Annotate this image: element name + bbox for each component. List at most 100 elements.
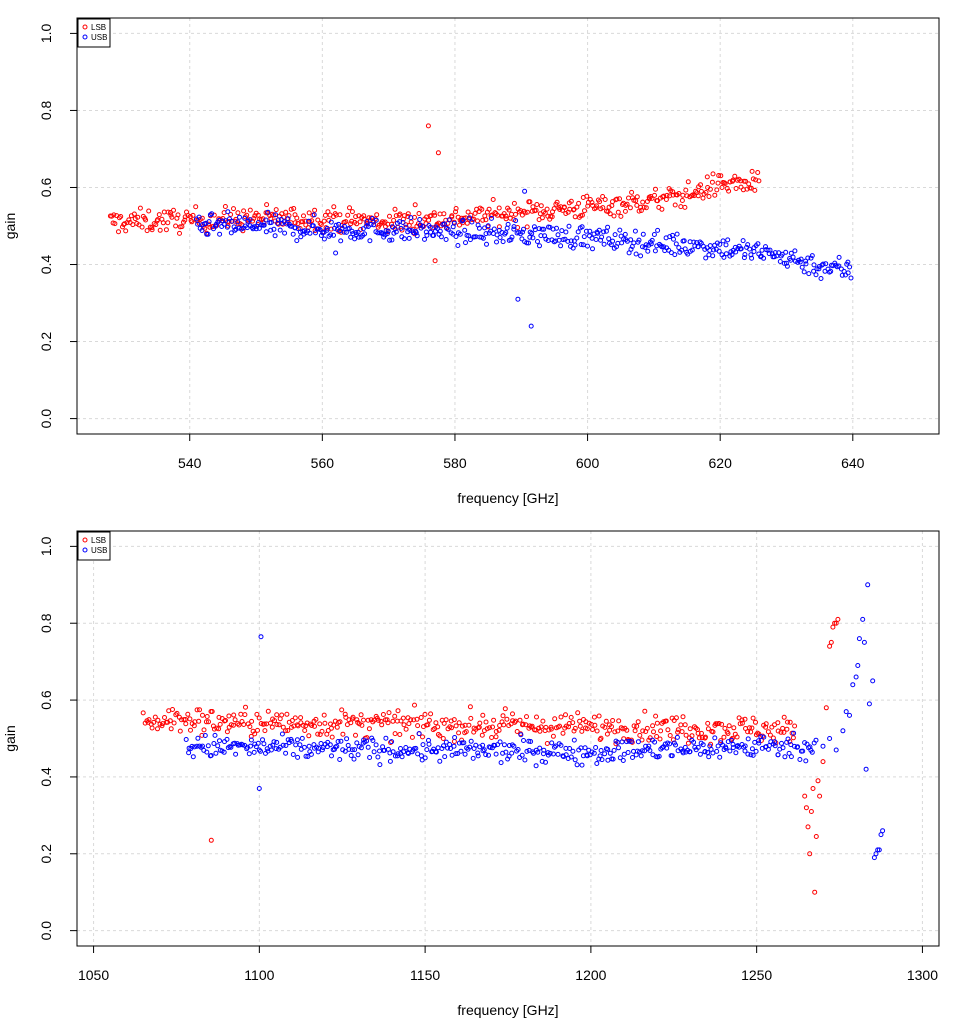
data-point	[840, 728, 846, 734]
data-point	[463, 729, 469, 735]
data-point	[479, 732, 485, 738]
data-point	[300, 722, 306, 728]
data-point	[494, 239, 499, 245]
data-point	[208, 837, 214, 843]
data-point	[255, 740, 261, 746]
data-point	[808, 809, 814, 814]
data-point	[451, 220, 457, 226]
data-point	[236, 722, 242, 728]
data-point	[343, 714, 349, 720]
data-point	[544, 206, 550, 212]
data-point	[307, 230, 313, 236]
data-point	[228, 212, 234, 217]
data-point	[477, 720, 483, 726]
data-point	[572, 242, 578, 248]
data-point	[397, 732, 403, 737]
data-point	[880, 828, 886, 834]
data-point	[453, 209, 458, 215]
data-point	[263, 229, 269, 235]
data-point	[496, 205, 502, 211]
data-point	[580, 242, 586, 248]
data-point	[126, 217, 132, 223]
data-point	[602, 197, 608, 202]
data-point	[678, 204, 684, 210]
data-point	[624, 739, 630, 745]
data-point	[695, 730, 701, 736]
data-point	[337, 212, 343, 218]
data-point	[876, 847, 882, 853]
data-point	[617, 227, 623, 233]
data-point	[171, 207, 176, 213]
data-point	[334, 724, 340, 730]
data-point	[313, 716, 319, 722]
data-point	[276, 722, 282, 728]
data-point	[390, 749, 396, 755]
data-point	[435, 724, 441, 730]
data-point	[341, 229, 347, 235]
data-point	[289, 718, 295, 723]
data-point	[414, 716, 420, 722]
data-point	[537, 745, 543, 751]
data-point	[602, 751, 608, 757]
data-point	[193, 204, 199, 210]
data-point	[206, 219, 212, 225]
data-point	[741, 255, 747, 261]
data-point	[488, 213, 494, 219]
data-point	[731, 725, 737, 731]
data-point	[450, 231, 456, 237]
data-point	[775, 728, 781, 734]
data-point	[358, 745, 364, 751]
data-point	[149, 227, 155, 233]
data-point	[807, 851, 813, 857]
data-point	[622, 231, 628, 237]
data-point	[200, 712, 205, 718]
data-point	[786, 750, 792, 756]
data-point	[640, 199, 646, 205]
data-point	[607, 750, 613, 756]
data-point	[578, 242, 584, 247]
data-point	[116, 229, 121, 235]
data-point	[635, 719, 641, 725]
data-point	[389, 739, 395, 745]
data-point	[596, 713, 602, 719]
data-point	[456, 730, 462, 736]
data-point	[283, 728, 289, 734]
data-point	[484, 726, 490, 732]
data-point	[818, 276, 824, 281]
data-point	[697, 239, 703, 245]
data-point	[185, 213, 191, 218]
data-point	[784, 726, 790, 732]
data-point	[617, 755, 623, 761]
data-point	[349, 747, 355, 753]
data-point	[430, 225, 436, 231]
data-point	[738, 184, 744, 190]
data-point	[272, 233, 278, 239]
data-point	[742, 743, 748, 749]
data-point	[139, 224, 145, 230]
data-point	[810, 786, 816, 791]
data-point	[773, 740, 779, 746]
data-point	[197, 707, 202, 713]
data-point	[820, 743, 826, 749]
data-point	[144, 228, 150, 234]
data-point	[802, 793, 808, 799]
data-point	[781, 260, 787, 266]
data-point	[500, 713, 506, 719]
data-point	[403, 224, 409, 230]
data-point	[328, 219, 334, 225]
data-point	[503, 213, 509, 219]
data-point	[273, 207, 279, 213]
data-point	[354, 740, 360, 746]
data-point	[624, 201, 630, 207]
data-point	[535, 239, 540, 244]
data-point	[534, 714, 539, 720]
data-point	[243, 704, 248, 710]
data-point	[756, 178, 762, 184]
data-point	[597, 199, 603, 205]
data-point	[273, 746, 279, 752]
data-point	[264, 746, 270, 752]
data-point	[417, 222, 423, 228]
data-point	[878, 832, 884, 838]
data-point	[261, 721, 267, 727]
